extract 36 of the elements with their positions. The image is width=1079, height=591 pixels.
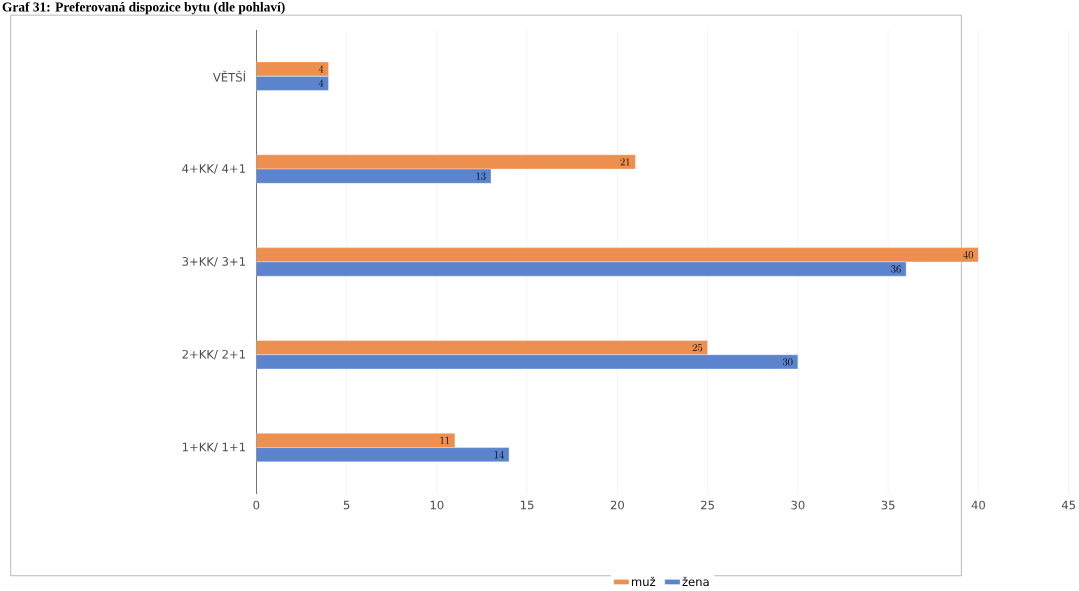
x-tick-label: 0 — [253, 500, 260, 510]
data-label: 30 — [782, 358, 793, 366]
x-tick-label: 45 — [1061, 500, 1076, 510]
y-tick-label: 1+KK/ 1+1 — [182, 442, 245, 453]
data-label: 40 — [963, 251, 973, 259]
data-label: 13 — [476, 172, 486, 180]
bar — [256, 261, 907, 277]
data-label: 21 — [620, 158, 630, 166]
data-label: 4 — [318, 65, 324, 73]
x-tick-label: 10 — [430, 500, 444, 510]
y-tick-label: VĚTŠÍ — [212, 70, 246, 82]
bar — [256, 168, 492, 184]
x-tick-label: 40 — [971, 500, 985, 510]
data-label: 14 — [494, 451, 504, 459]
x-tick-label: 25 — [701, 500, 714, 510]
data-label: 36 — [891, 265, 901, 273]
data-label: 11 — [440, 436, 450, 444]
x-tick-label: 30 — [791, 500, 805, 510]
legend-label: žena — [682, 576, 709, 587]
bar — [256, 247, 979, 263]
x-tick-label: 15 — [521, 500, 534, 510]
legend-label: muž — [631, 576, 656, 587]
x-tick-label: 20 — [610, 500, 624, 510]
x-tick-label: 5 — [343, 500, 350, 510]
data-label: 25 — [692, 343, 703, 352]
y-tick-label: 3+KK/ 3+1 — [182, 257, 245, 267]
bar — [256, 154, 636, 170]
bar — [256, 433, 456, 448]
bar — [256, 447, 510, 463]
y-tick-label: 4+KK/ 4+1 — [182, 164, 245, 174]
y-tick-label: 2+KK/ 2+1 — [182, 349, 245, 360]
bar — [256, 354, 799, 370]
text: Graf 31: Preferovaná dispozice bytu (dle pohlaví) — [2, 2, 285, 15]
data-label: 4 — [318, 79, 324, 87]
x-tick-label: 35 — [881, 500, 895, 510]
bar — [256, 340, 708, 355]
